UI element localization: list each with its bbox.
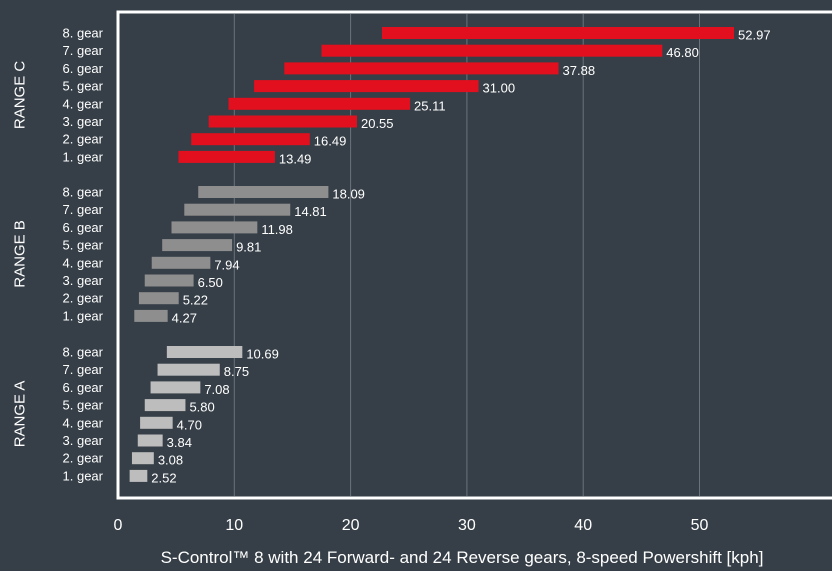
- gear-label: 5. gear: [63, 398, 104, 413]
- value-label: 46.80: [666, 45, 699, 60]
- value-label: 11.98: [261, 222, 293, 237]
- speed-range-bar: [208, 115, 357, 128]
- value-label: 4.70: [177, 417, 202, 432]
- gear-label: 8. gear: [63, 185, 104, 200]
- x-tick-label: 50: [691, 517, 709, 534]
- value-label: 16.49: [314, 134, 347, 149]
- gear-label: 2. gear: [63, 451, 104, 466]
- gear-label: 5. gear: [63, 238, 104, 253]
- speed-range-bar: [140, 416, 173, 429]
- range-label: RANGE C: [12, 61, 29, 130]
- range-label: RANGE B: [12, 220, 29, 288]
- speed-range-bar: [151, 256, 211, 269]
- gear-label: 1. gear: [63, 149, 104, 164]
- speed-range-bar: [138, 292, 179, 305]
- value-label: 2.52: [151, 470, 176, 485]
- value-label: 20.55: [361, 116, 394, 131]
- value-label: 5.22: [183, 293, 208, 308]
- value-label: 31.00: [483, 81, 516, 96]
- gear-label: 8. gear: [63, 345, 104, 360]
- value-label: 6.50: [198, 275, 223, 290]
- speed-range-bar: [228, 97, 411, 110]
- speed-range-bar: [150, 381, 201, 394]
- speed-range-bar: [198, 186, 329, 198]
- gear-label: 3. gear: [63, 433, 104, 448]
- value-label: 7.94: [214, 257, 239, 272]
- x-tick-label: 0: [114, 517, 123, 534]
- x-tick-label: 20: [342, 517, 360, 534]
- bars: [129, 27, 735, 482]
- gear-label: 7. gear: [63, 362, 104, 377]
- gear-label: 2. gear: [63, 132, 104, 147]
- x-tick-label: 30: [458, 517, 476, 534]
- speed-range-bar: [191, 133, 310, 146]
- speed-range-bar: [254, 80, 479, 93]
- x-tick-label: 10: [225, 517, 243, 534]
- gear-label: 6. gear: [63, 380, 104, 395]
- x-tick-label: 40: [574, 517, 592, 534]
- x-axis-title: S-Control™ 8 with 24 Forward- and 24 Rev…: [161, 548, 764, 567]
- speed-range-bar: [382, 27, 735, 39]
- value-label: 7.08: [204, 382, 229, 397]
- speed-range-bar: [284, 62, 559, 75]
- grid-lines: [233, 14, 700, 496]
- value-label: 25.11: [414, 98, 446, 113]
- value-label: 9.81: [236, 240, 261, 255]
- value-label: 52.97: [738, 28, 771, 43]
- labels: 0 10 20 30 40 50 RANGE C 8. gear 52.97 7. gear 46.…: [12, 26, 771, 535]
- value-label: 10.69: [246, 347, 279, 362]
- plot-frame: [116, 10, 832, 500]
- gear-label: 2. gear: [63, 291, 104, 306]
- value-label: 5.80: [189, 400, 214, 415]
- value-label: 8.75: [224, 364, 249, 379]
- gear-label: 5. gear: [63, 79, 104, 94]
- speed-range-bar: [321, 44, 663, 57]
- range-label: RANGE A: [12, 381, 29, 448]
- speed-range-bar: [144, 399, 186, 412]
- gear-label: 3. gear: [63, 114, 104, 129]
- gear-label: 4. gear: [63, 96, 104, 111]
- value-label: 3.08: [158, 453, 183, 468]
- speed-range-bar: [134, 309, 168, 322]
- speed-range-bar: [178, 150, 275, 163]
- speed-range-bar: [166, 346, 243, 358]
- value-label: 14.81: [294, 204, 327, 219]
- speed-range-bar: [157, 363, 220, 376]
- value-label: 13.49: [279, 151, 312, 166]
- gear-label: 7. gear: [63, 43, 104, 58]
- gear-label: 6. gear: [63, 220, 104, 235]
- gear-label: 4. gear: [63, 415, 104, 430]
- gear-label: 1. gear: [63, 468, 104, 483]
- speed-range-bar: [184, 203, 291, 216]
- value-label: 18.09: [332, 187, 365, 202]
- gear-label: 1. gear: [63, 308, 104, 323]
- speed-range-bar: [144, 274, 194, 287]
- gear-label: 3. gear: [63, 273, 104, 288]
- speed-range-bar: [129, 469, 148, 482]
- gear-label: 7. gear: [63, 202, 104, 217]
- value-label: 37.88: [563, 63, 596, 78]
- value-label: 4.27: [172, 310, 197, 325]
- speed-range-bar: [162, 239, 233, 252]
- gear-label: 8. gear: [63, 26, 104, 41]
- gear-label: 6. gear: [63, 61, 104, 76]
- value-label: 3.84: [167, 435, 192, 450]
- gear-label: 4. gear: [63, 255, 104, 270]
- speed-range-bar: [131, 452, 154, 465]
- speed-range-bar: [171, 221, 258, 234]
- speed-range-bar: [137, 434, 163, 447]
